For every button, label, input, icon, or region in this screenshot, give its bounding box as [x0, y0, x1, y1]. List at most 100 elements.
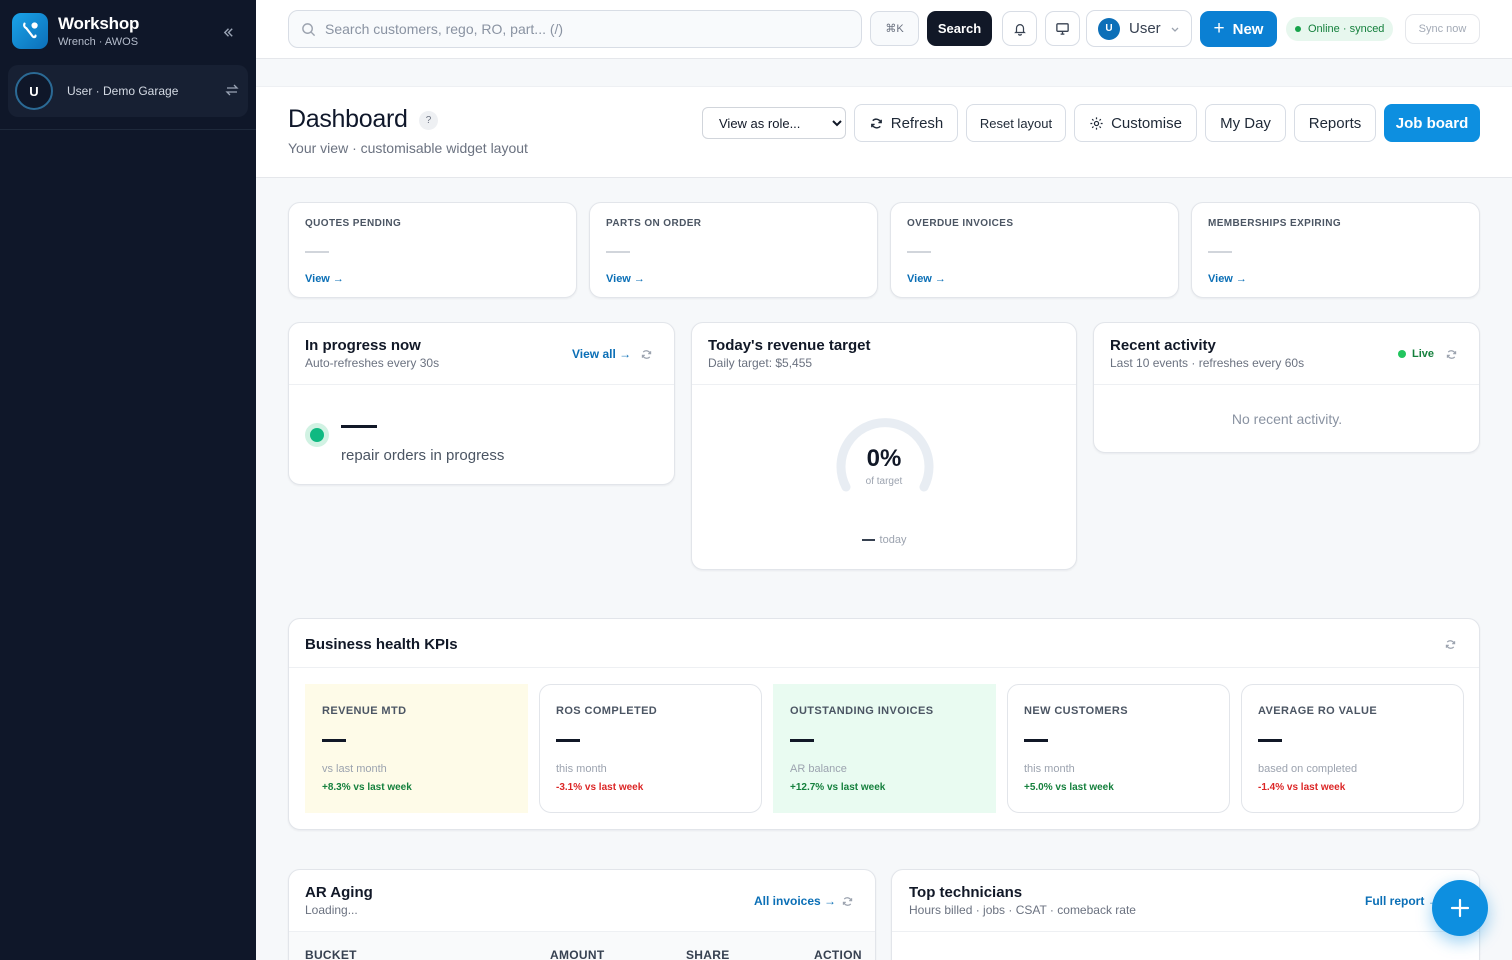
widget-title: Top technicians [909, 884, 1023, 901]
kpi-sub: this month [556, 763, 607, 775]
job-board-button[interactable]: Job board [1384, 104, 1480, 142]
kpi-trend: +5.0% vs last week [1024, 782, 1114, 793]
workspace-label: User · Demo Garage [67, 84, 179, 98]
collapse-sidebar-button[interactable] [218, 22, 238, 42]
stat-view-link[interactable]: View → [1208, 273, 1247, 285]
user-menu-button[interactable]: U User [1086, 10, 1192, 47]
customise-label: Customise [1111, 114, 1182, 132]
quick-add-fab[interactable] [1432, 880, 1488, 936]
table-header [289, 932, 875, 960]
column-header-amount[interactable]: AMOUNT [550, 948, 605, 960]
kpi-label: Revenue MTD [322, 705, 407, 717]
refresh-button[interactable]: Refresh [854, 104, 958, 142]
stat-card-memberships-expiring: Memberships expiring View → [1191, 202, 1480, 298]
search-input[interactable] [325, 21, 845, 37]
divider [289, 667, 1479, 668]
status-dot-icon [305, 423, 329, 447]
widget-subtitle: Hours billed · jobs · CSAT · comeback ra… [909, 903, 1136, 917]
brand[interactable]: Workshop Wrench · AWOS [12, 13, 139, 49]
widget-subtitle: Loading... [305, 903, 358, 917]
in-progress-label: repair orders in progress [341, 447, 505, 464]
avatar: U [15, 72, 53, 110]
gauge-percent: 0% [866, 445, 902, 472]
double-chevron-left-icon [223, 27, 233, 37]
kpi-label: Outstanding invoices [790, 705, 934, 717]
column-header-share[interactable]: SHARE [686, 948, 730, 960]
widget-title: Recent activity [1110, 337, 1216, 354]
view-all-link[interactable]: View all → [572, 347, 632, 361]
kpi-card-ros-completed: ROs completed this month -3.1% vs last w… [539, 684, 762, 813]
today-value-placeholder [861, 539, 875, 542]
new-button[interactable]: + New [1200, 11, 1277, 47]
bell-icon [1013, 23, 1026, 36]
stat-label: Quotes pending [305, 218, 402, 229]
view-as-role-select[interactable]: View as role... [702, 107, 846, 139]
widget-title: Business health KPIs [305, 636, 458, 653]
customise-button[interactable]: Customise [1074, 104, 1197, 142]
gauge-of-target: of target [865, 476, 903, 487]
column-header-bucket[interactable]: BUCKET [305, 948, 357, 960]
kpi-trend: +12.7% vs last week [790, 782, 886, 793]
kpi-trend: -3.1% vs last week [556, 782, 644, 793]
stat-label: Memberships expiring [1208, 218, 1342, 229]
kpi-card-outstanding-invoices: Outstanding invoices AR balance +12.7% v… [773, 684, 996, 813]
kpi-value-placeholder [556, 739, 580, 742]
display-mode-button[interactable] [1045, 11, 1080, 46]
kpi-label: ROs completed [556, 705, 658, 717]
stat-value-placeholder [1208, 251, 1232, 253]
column-header-action[interactable]: ACTION [814, 948, 862, 960]
ar-aging-widget: AR Aging Loading... All invoices → BUCKE… [288, 869, 876, 960]
widget-subtitle: Last 10 events · refreshes every 60s [1110, 356, 1305, 370]
kpi-widget: Business health KPIs Revenue MTD vs last… [288, 618, 1480, 830]
revenue-gauge [836, 418, 934, 492]
divider [289, 384, 674, 385]
search-icon [302, 22, 316, 36]
kpi-label: New customers [1024, 705, 1129, 717]
my-day-button[interactable]: My Day [1205, 104, 1286, 142]
gear-icon [1090, 116, 1103, 130]
widget-subtitle: Auto-refreshes every 30s [305, 356, 440, 370]
help-icon[interactable]: ? [419, 111, 438, 130]
kpi-trend: -1.4% vs last week [1258, 782, 1346, 793]
all-invoices-link[interactable]: All invoices → [754, 894, 837, 908]
refresh-icon [870, 117, 882, 129]
plus-icon: + [1213, 18, 1225, 39]
in-progress-count-placeholder [341, 425, 377, 428]
revenue-target-widget: Today's revenue target Daily target: $5,… [691, 322, 1077, 570]
kpi-card-revenue-mtd: Revenue MTD vs last month +8.3% vs last … [305, 684, 528, 813]
in-progress-widget: In progress now Auto-refreshes every 30s… [288, 322, 675, 485]
widget-title: In progress now [305, 337, 421, 354]
stat-view-link[interactable]: View → [907, 273, 946, 285]
widget-subtitle: Daily target: $5,455 [708, 356, 813, 370]
refresh-icon[interactable] [1444, 638, 1457, 651]
stat-value-placeholder [907, 251, 931, 253]
live-label: Live [1412, 348, 1435, 360]
today-label: today [879, 534, 907, 546]
notifications-button[interactable] [1002, 11, 1037, 46]
workspace-switcher[interactable]: U User · Demo Garage [8, 65, 248, 117]
today-revenue: today [692, 534, 1076, 546]
refresh-icon[interactable] [640, 348, 653, 361]
command-palette-button[interactable]: ⌘K [870, 11, 919, 46]
search-button[interactable]: Search [927, 11, 992, 46]
divider [892, 931, 1479, 932]
full-report-link[interactable]: Full report → [1365, 894, 1440, 908]
refresh-icon[interactable] [841, 895, 854, 908]
stat-label: Parts on order [606, 218, 702, 229]
kpi-trend: +8.3% vs last week [322, 782, 412, 793]
brand-subtitle: Wrench · AWOS [58, 36, 139, 48]
refresh-icon[interactable] [1445, 348, 1458, 361]
reset-layout-button[interactable]: Reset layout [966, 104, 1066, 142]
stat-view-link[interactable]: View → [305, 273, 344, 285]
stat-view-link[interactable]: View → [606, 273, 645, 285]
kpi-label: Average RO value [1258, 705, 1378, 717]
widget-title: AR Aging [305, 884, 373, 901]
kpi-sub: AR balance [790, 763, 847, 775]
divider [0, 129, 256, 130]
stat-value-placeholder [606, 251, 630, 253]
topbar: ⌘K Search U User + New Online · synced S… [256, 0, 1512, 59]
chevron-down-icon [1171, 27, 1179, 32]
reports-button[interactable]: Reports [1294, 104, 1376, 142]
top-technicians-widget: Top technicians Hours billed · jobs · CS… [891, 869, 1480, 960]
sync-now-button[interactable]: Sync now [1405, 14, 1480, 44]
